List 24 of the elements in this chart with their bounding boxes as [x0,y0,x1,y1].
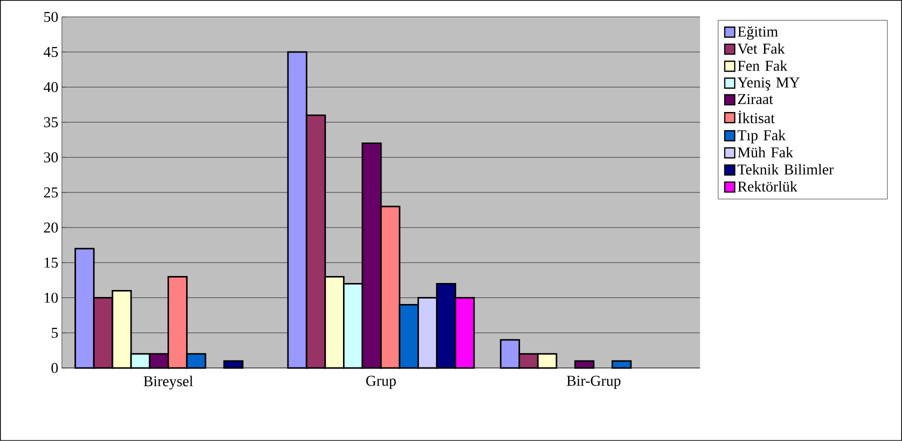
y-tick-label: 50 [44,12,58,22]
y-tick-label: 15 [44,258,58,268]
y-tick-label: 40 [44,82,58,92]
x-tick-label: Bir-Grup [566,376,620,389]
legend-label: Rektörlük [738,181,798,192]
legend-label: İktisat [738,110,775,124]
y-tick-label: 0 [51,362,58,374]
y-tick-label: 45 [44,47,58,58]
y-tick-label: 30 [44,152,58,162]
legend-label: Ziraat [738,94,774,104]
y-tick-label: 25 [44,187,58,198]
y-tick-label: 10 [44,292,58,303]
legend-label: Vet Fak [738,43,785,54]
legend-label: Müh Fak [738,146,794,158]
legend-label: Fen Fak [738,60,788,71]
y-tick-label: 35 [44,117,58,128]
y-tick-label: 20 [44,222,58,233]
legend-label: Eğitim [738,26,778,40]
legend-label: Tıp Fak [738,130,786,144]
legend-label: Teknik Bilimler [738,164,834,175]
x-tick-label: Bireysel [144,376,193,390]
x-tick-label: Grup [366,376,396,389]
y-tick-label: 5 [52,328,58,338]
legend-label: Yeniş MY [738,77,800,91]
